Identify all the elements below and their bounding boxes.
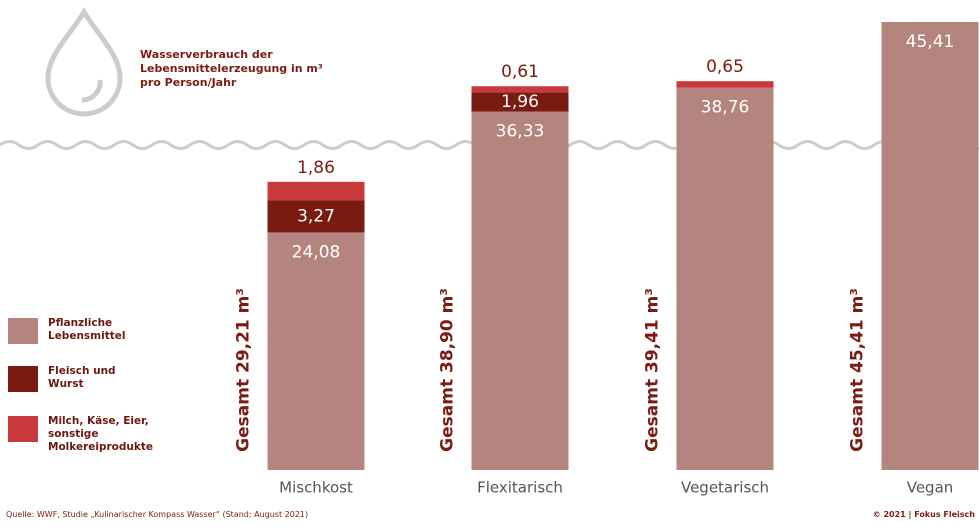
value-label: 38,76 <box>701 98 750 118</box>
total-annotation: Gesamt 45,41 m³ <box>848 288 868 452</box>
total-annotation: Gesamt 29,21 m³ <box>234 288 254 452</box>
legend-swatch <box>8 318 38 344</box>
bar-segment <box>267 232 365 470</box>
water-drop-shine <box>81 79 103 103</box>
source: Quelle: WWF, Studie „Kulinarischer Kompa… <box>6 510 309 519</box>
bar-segment <box>267 200 365 233</box>
legend-label: Milch, Käse, Eier, sonstige Molkereiprod… <box>48 415 154 453</box>
value-label: 36,33 <box>496 122 545 142</box>
x-tick-label: Flexitarisch <box>477 479 563 497</box>
legend-swatch <box>8 416 38 442</box>
copyright: © 2021 | Fokus Fleisch <box>872 510 975 519</box>
value-label: 45,41 <box>906 32 955 52</box>
total-annotation: Gesamt 39,41 m³ <box>643 288 663 452</box>
bar-segment <box>881 22 979 470</box>
value-label: 1,86 <box>297 158 335 178</box>
bar-segment <box>267 181 365 201</box>
total-annotation: Gesamt 38,90 m³ <box>438 288 458 452</box>
value-label: 24,08 <box>292 242 341 262</box>
x-tick-label: Mischkost <box>279 479 353 497</box>
value-label: 0,61 <box>501 62 539 82</box>
value-label: 0,65 <box>706 57 744 77</box>
bar-segment <box>676 87 774 471</box>
bar-segment <box>471 86 569 93</box>
value-label: 1,96 <box>501 92 539 112</box>
value-label: 3,27 <box>297 206 335 226</box>
chart-title: Wasserverbrauch der Lebensmittelerzeugun… <box>140 48 323 89</box>
bar-segment <box>676 81 774 88</box>
legend-swatch <box>8 366 38 392</box>
water-drop-icon <box>45 7 123 117</box>
x-tick-label: Vegan <box>907 479 954 497</box>
legend-label: Pflanzliche Lebensmittel <box>48 317 126 342</box>
bar-segment <box>471 92 569 112</box>
bar-segment <box>471 111 569 471</box>
x-tick-label: Vegetarisch <box>681 479 769 497</box>
legend-label: Fleisch und Wurst <box>48 365 116 390</box>
